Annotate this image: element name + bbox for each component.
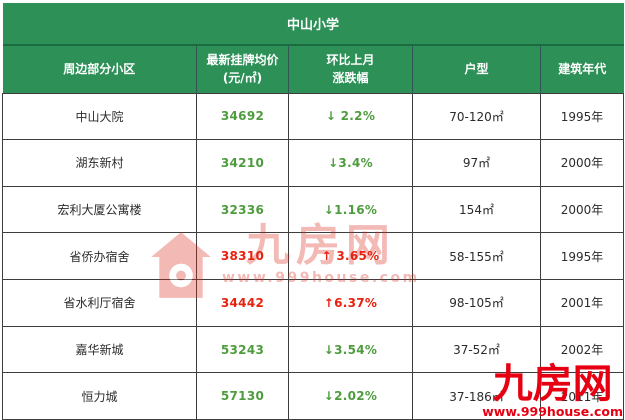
community-name: 省水利厅宿舍	[2, 279, 197, 327]
price-value: 57130	[196, 372, 289, 420]
build-year: 1995年	[539, 232, 625, 281]
price-value: 53243	[196, 325, 289, 374]
community-name: 省侨办宿舍	[2, 232, 197, 281]
col-header-change-line2: 涨跌幅	[332, 71, 369, 86]
change-value: ↓3.4%	[288, 139, 413, 187]
table-title-row: 中山小学	[2, 3, 624, 46]
build-year: 2011年	[539, 372, 625, 420]
col-header-change: 环比上月 涨跌幅	[288, 45, 413, 93]
change-value: ↓3.54%	[288, 325, 413, 374]
table-row: 省侨办宿舍 38310 ↑ 3.65% 58-155㎡ 1995年	[2, 232, 625, 281]
price-value: 38310	[196, 232, 289, 281]
school-title: 中山小学	[2, 3, 624, 46]
community-name: 中山大院	[2, 92, 197, 141]
col-header-community: 周边部分小区	[2, 45, 197, 93]
col-header-layout: 户型	[412, 45, 541, 93]
build-year: 2002年	[539, 325, 625, 374]
col-header-year: 建筑年代	[539, 45, 624, 93]
community-name: 嘉华新城	[2, 325, 197, 374]
unit-layout: 97㎡	[412, 139, 541, 187]
change-value: ↓ 2.2%	[288, 92, 413, 141]
col-header-price: 最新挂牌均价 (元/㎡)	[196, 45, 289, 93]
price-table: 中山小学 周边部分小区 最新挂牌均价 (元/㎡) 环比上月 涨跌幅 户型 建筑年…	[2, 3, 625, 420]
price-value: 34210	[196, 139, 289, 187]
table-row: 中山大院 34692 ↓ 2.2% 70-120㎡ 1995年	[2, 92, 625, 141]
change-value: ↑ 3.65%	[288, 232, 413, 281]
unit-layout: 70-120㎡	[412, 92, 541, 141]
price-value: 32336	[196, 185, 289, 234]
community-name: 恒力城	[2, 372, 197, 420]
price-value: 34692	[196, 92, 289, 141]
school-price-table: 中山小学 周边部分小区 最新挂牌均价 (元/㎡) 环比上月 涨跌幅 户型 建筑年…	[2, 3, 625, 420]
table-row: 宏利大厦公寓楼 32336 ↓1.16% 154㎡ 2000年	[2, 185, 625, 234]
community-name: 湖东新村	[2, 139, 197, 187]
unit-layout: 98-105㎡	[412, 279, 541, 327]
build-year: 2000年	[539, 139, 625, 187]
unit-layout: 37-52㎡	[412, 325, 541, 374]
build-year: 1995年	[539, 92, 625, 141]
build-year: 2000年	[539, 185, 625, 234]
col-header-change-line1: 环比上月	[326, 53, 375, 68]
change-value: ↑6.37%	[288, 279, 413, 327]
table-row: 省水利厅宿舍 34442 ↑6.37% 98-105㎡ 2001年	[2, 279, 625, 327]
change-value: ↓2.02%	[288, 372, 413, 420]
column-header-row: 周边部分小区 最新挂牌均价 (元/㎡) 环比上月 涨跌幅 户型 建筑年代	[2, 45, 624, 93]
unit-layout: 37-186㎡	[412, 372, 541, 420]
price-value: 34442	[196, 279, 289, 327]
table-row: 嘉华新城 53243 ↓3.54% 37-52㎡ 2002年	[2, 325, 625, 374]
table-row: 恒力城 57130 ↓2.02% 37-186㎡ 2011年	[2, 372, 625, 420]
community-name: 宏利大厦公寓楼	[2, 185, 197, 234]
table-row: 湖东新村 34210 ↓3.4% 97㎡ 2000年	[2, 139, 625, 187]
col-header-price-line1: 最新挂牌均价	[206, 53, 279, 68]
build-year: 2001年	[539, 279, 625, 327]
unit-layout: 154㎡	[412, 185, 541, 234]
unit-layout: 58-155㎡	[412, 232, 541, 281]
col-header-price-line2: (元/㎡)	[222, 71, 263, 86]
change-value: ↓1.16%	[288, 185, 413, 234]
